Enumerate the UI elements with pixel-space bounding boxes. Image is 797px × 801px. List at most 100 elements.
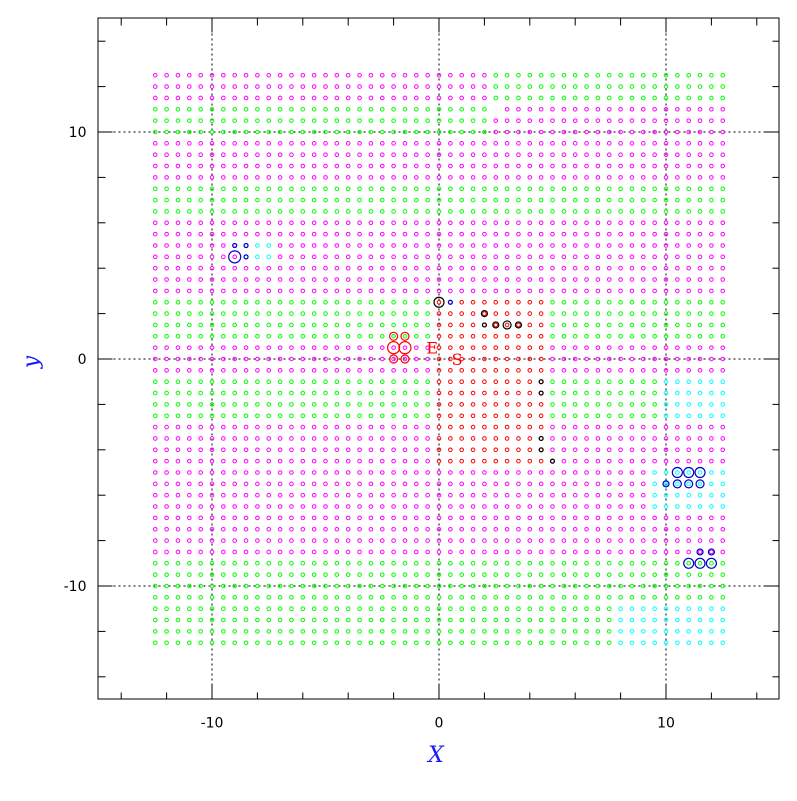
grid-point [209, 617, 215, 623]
grid-point [175, 481, 181, 487]
grid-point [448, 504, 453, 509]
grid-point [618, 470, 623, 475]
grid-point [300, 84, 306, 89]
grid-point [629, 402, 635, 407]
grid-point [414, 152, 419, 157]
grid-point [516, 186, 521, 192]
grid-point [561, 129, 567, 135]
grid-point [221, 163, 226, 169]
grid-point [493, 583, 499, 589]
grid-point [266, 492, 272, 498]
grid-point [379, 277, 385, 282]
grid-point [550, 243, 555, 248]
grid-point [198, 265, 203, 271]
grid-point [289, 629, 294, 634]
grid-point [425, 299, 430, 305]
grid-point [209, 84, 215, 89]
grid-point [641, 526, 646, 532]
grid-point [675, 197, 680, 203]
grid-point [675, 265, 680, 271]
grid-point [289, 458, 294, 464]
grid-point [243, 175, 249, 180]
grid-point [414, 265, 419, 271]
grid-point [493, 254, 499, 260]
grid-point [345, 243, 351, 248]
grid-point [277, 72, 283, 78]
grid-point [368, 470, 374, 475]
grid-point [709, 277, 714, 282]
grid-point [720, 95, 726, 101]
highlight-point [398, 341, 412, 355]
grid-point [527, 538, 533, 543]
grid-point [493, 640, 499, 646]
grid-point [266, 606, 272, 612]
grid-point [459, 231, 465, 237]
grid-point [652, 458, 657, 464]
grid-point [402, 311, 408, 316]
grid-point [266, 458, 272, 464]
grid-point [221, 288, 226, 294]
grid-point [266, 470, 272, 475]
grid-point [584, 220, 589, 226]
grid-point [675, 72, 680, 78]
grid-point [675, 209, 680, 214]
grid-point [255, 458, 260, 464]
grid-point [152, 322, 158, 328]
grid-point [289, 538, 294, 543]
grid-point [448, 95, 453, 101]
grid-point [697, 572, 703, 577]
grid-point [289, 141, 294, 146]
grid-point [345, 492, 351, 498]
grid-point [709, 231, 714, 237]
grid-point [550, 424, 555, 430]
grid-point [686, 504, 692, 509]
grid-point [550, 175, 555, 180]
grid-point [414, 254, 419, 260]
grid-point [221, 481, 226, 487]
grid-point [345, 95, 351, 101]
grid-point [595, 95, 601, 101]
highlight-point [538, 435, 544, 442]
grid-point [641, 470, 646, 475]
grid-point [289, 152, 294, 157]
grid-point [345, 129, 351, 135]
grid-point [221, 470, 226, 475]
grid-point [652, 595, 657, 600]
grid-point [175, 379, 181, 385]
grid-point [448, 254, 453, 260]
grid-point [436, 175, 442, 180]
grid-point [538, 152, 544, 157]
grid-point [482, 95, 487, 101]
grid-point [379, 583, 385, 589]
grid-point [357, 299, 362, 305]
grid-point [686, 107, 692, 112]
grid-point [232, 447, 237, 453]
grid-point [425, 481, 430, 487]
grid-point [391, 629, 396, 634]
grid-point [493, 299, 499, 305]
grid-point [629, 526, 635, 532]
grid-point [334, 640, 340, 646]
grid-point [391, 72, 396, 78]
grid-point [266, 390, 272, 396]
grid-point [164, 129, 169, 135]
x-tick-label: 0 [435, 716, 444, 732]
grid-point [209, 254, 215, 260]
grid-point [584, 277, 589, 282]
grid-point [504, 629, 510, 634]
grid-point [516, 390, 521, 396]
grid-point [572, 220, 578, 226]
grid-point [175, 311, 181, 316]
grid-point [538, 458, 544, 464]
grid-point [187, 141, 192, 146]
grid-point [232, 334, 237, 339]
grid-point [527, 379, 533, 385]
grid-point [629, 447, 635, 453]
grid-point [152, 492, 158, 498]
grid-point [334, 515, 340, 521]
grid-point [561, 526, 567, 532]
grid-point [311, 504, 317, 509]
grid-point [164, 345, 169, 350]
grid-point [266, 107, 272, 112]
grid-point [266, 549, 272, 555]
